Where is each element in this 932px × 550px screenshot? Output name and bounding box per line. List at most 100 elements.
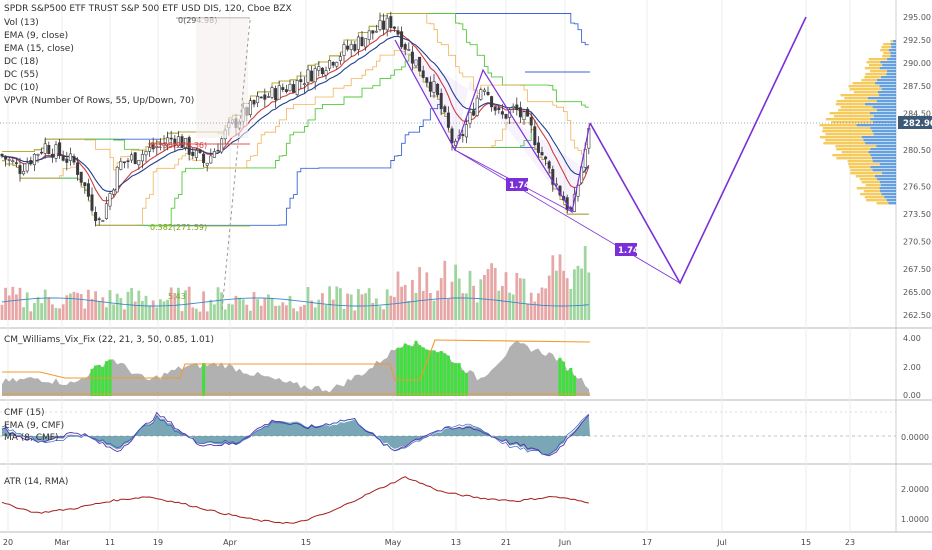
- candle-body: [464, 124, 468, 138]
- date-tick-label: 15: [301, 538, 311, 547]
- vp-bar-down: [836, 100, 877, 103]
- vix-spike-bar: [443, 353, 447, 396]
- volume-bar: [522, 278, 526, 320]
- vix-spike-bar: [446, 355, 450, 396]
- candle-body: [540, 152, 544, 156]
- volume-bar: [378, 306, 382, 320]
- candle-body: [486, 91, 490, 95]
- vp-bar-up: [880, 76, 896, 79]
- candle-body: [0, 153, 4, 157]
- vp-bar-down: [829, 112, 870, 115]
- volume-bar: [537, 293, 540, 320]
- vix-pane-label[interactable]: CM_Williams_Vix_Fix (22, 21, 3, 50, 0.85…: [4, 335, 214, 345]
- candle-body: [403, 44, 407, 50]
- vp-bar-down: [864, 76, 881, 79]
- candle-body: [97, 218, 101, 220]
- vp-bar-up: [865, 142, 896, 145]
- vp-bar-up: [880, 61, 896, 64]
- candle-body: [176, 136, 180, 146]
- candle-body: [162, 142, 166, 147]
- vp-bar-up: [872, 121, 896, 124]
- cmf-label[interactable]: CMF (15): [4, 408, 45, 418]
- candle-body: [277, 85, 281, 100]
- candle-body: [112, 189, 116, 195]
- volume-bar: [295, 311, 299, 320]
- volume-bar: [493, 267, 497, 320]
- vp-bar-up: [890, 52, 896, 55]
- indicator-vpvr[interactable]: VPVR (Number Of Rows, 55, Up/Down, 70): [4, 96, 194, 106]
- vix-upper-band: [2, 339, 591, 381]
- candle-body: [497, 107, 501, 110]
- indicator-dc55[interactable]: DC (55): [4, 70, 39, 80]
- vp-bar-up: [873, 133, 896, 136]
- volume-bar: [15, 294, 18, 320]
- volume-bar: [490, 263, 493, 320]
- volume-bar: [166, 299, 169, 320]
- vp-bar-up: [871, 157, 896, 160]
- dc-10-upper: [2, 13, 590, 171]
- vix-spike-bar: [436, 352, 440, 396]
- volume-bar: [371, 302, 375, 320]
- vp-bar-down: [819, 136, 862, 139]
- vp-bar-up: [879, 94, 896, 97]
- price-tick-label: 284.50: [903, 109, 931, 118]
- cmf-ma-label[interactable]: MA (8, CMF): [4, 433, 58, 443]
- candle-body: [526, 108, 530, 117]
- volume-bar: [54, 307, 58, 320]
- indicator-dc18[interactable]: DC (18): [4, 57, 39, 67]
- candle-body: [68, 153, 72, 161]
- candle-body: [346, 45, 350, 50]
- date-tick-label: 23: [845, 538, 855, 547]
- vp-bar-up: [870, 118, 896, 121]
- candle-body: [101, 220, 105, 222]
- volume-bar: [36, 296, 40, 320]
- price-tick-label: 287.50: [903, 82, 931, 91]
- volume-bar: [504, 272, 508, 320]
- candle-body: [126, 160, 130, 163]
- vp-bar-down: [848, 163, 880, 166]
- vp-bar-up: [872, 130, 896, 133]
- symbol-title[interactable]: SPDR S&P500 ETF TRUST S&P 500 ETF USD DI…: [4, 4, 292, 14]
- indicator-vol[interactable]: Vol (13): [4, 18, 39, 28]
- atr-pane-label[interactable]: ATR (14, RMA): [4, 477, 68, 487]
- volume-bar: [425, 272, 429, 320]
- candle-body: [144, 151, 148, 156]
- vp-bar-down: [863, 190, 880, 193]
- vp-bar-down: [825, 133, 874, 136]
- volume-bar: [144, 295, 148, 320]
- volume-bar: [151, 300, 155, 320]
- vp-bar-down: [883, 52, 891, 55]
- volume-bar: [540, 287, 544, 320]
- pattern-tag-2-box: [615, 243, 637, 256]
- vp-bar-up: [875, 82, 896, 85]
- indicator-ema9[interactable]: EMA (9, close): [4, 31, 68, 41]
- candle-body: [14, 162, 18, 164]
- vp-bar-up: [870, 166, 896, 169]
- vix-spike-bar: [104, 361, 108, 396]
- vp-bar-down: [831, 121, 873, 124]
- candle-body: [104, 203, 108, 219]
- cmf-tick-0: 0.0000: [901, 433, 929, 442]
- candle-body: [25, 162, 29, 172]
- volume-bar: [461, 293, 465, 320]
- volume-bar: [94, 291, 97, 320]
- candle-body: [248, 100, 252, 116]
- vix-spike-bar: [403, 343, 407, 396]
- indicator-dc10[interactable]: DC (10): [4, 83, 39, 93]
- volume-ma-line: [1, 297, 589, 307]
- candle-body: [220, 138, 224, 153]
- volume-bar: [360, 294, 364, 320]
- volume-bar: [245, 304, 249, 320]
- price-tick-label: 273.50: [903, 210, 931, 219]
- candle-body: [544, 156, 548, 160]
- volume-bar: [432, 300, 436, 320]
- indicator-ema15[interactable]: EMA (15, close): [4, 44, 74, 54]
- candle-body: [292, 84, 296, 93]
- candle-body: [400, 31, 404, 48]
- date-tick-label: Jul: [716, 538, 727, 547]
- vp-bar-up: [877, 91, 896, 94]
- volume-bar: [25, 292, 29, 320]
- volume-bar: [267, 294, 270, 320]
- cmf-ema-label[interactable]: EMA (9, CMF): [4, 421, 64, 431]
